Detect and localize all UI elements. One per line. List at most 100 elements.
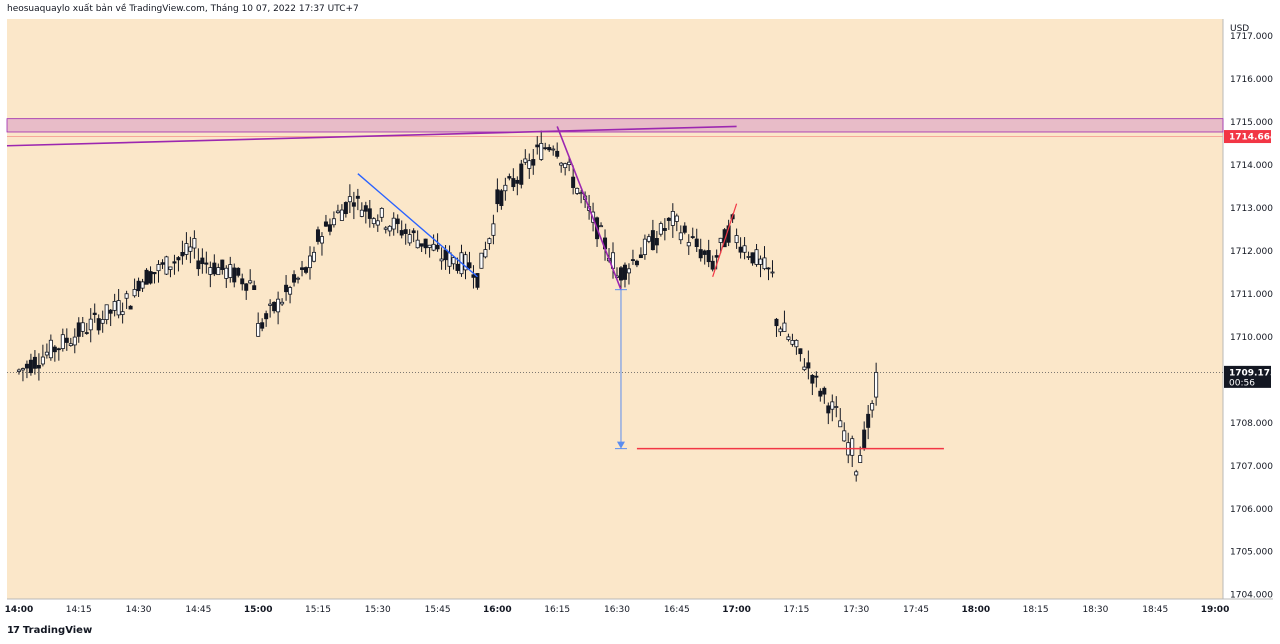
candle-body xyxy=(56,348,61,351)
candle xyxy=(555,142,560,159)
last-price-label: 1709.175 xyxy=(1229,368,1276,378)
candle-body xyxy=(296,277,301,280)
candle xyxy=(547,144,552,152)
candle xyxy=(192,230,197,259)
candle xyxy=(826,402,831,425)
candle-body xyxy=(120,311,125,315)
time-tick-label: 16:30 xyxy=(604,605,630,615)
candle xyxy=(742,237,747,260)
candle xyxy=(806,350,811,380)
candle-body xyxy=(870,403,875,411)
candle-body xyxy=(228,264,233,278)
candle xyxy=(774,317,779,337)
candle xyxy=(72,328,77,354)
candle xyxy=(168,266,173,278)
candle xyxy=(874,362,879,406)
candle-body xyxy=(686,242,691,247)
candle xyxy=(244,283,249,300)
candle-body xyxy=(862,429,867,449)
candle-body xyxy=(371,218,376,225)
candle xyxy=(551,145,556,156)
candle-body xyxy=(248,280,253,284)
candle-body xyxy=(646,236,651,242)
candle-body xyxy=(802,366,807,371)
candle-body xyxy=(363,205,368,212)
candle-body xyxy=(702,250,707,255)
candle-body xyxy=(678,232,683,241)
candle-body xyxy=(52,346,57,353)
candle xyxy=(232,263,237,288)
candle-body xyxy=(172,261,177,264)
candle-body xyxy=(491,223,496,236)
candle-body xyxy=(144,269,149,285)
candle-body xyxy=(84,332,89,334)
candle xyxy=(96,314,101,335)
candle-body xyxy=(826,405,831,414)
candle xyxy=(315,226,320,245)
candle xyxy=(694,228,699,252)
candle xyxy=(786,333,791,342)
candle xyxy=(200,248,205,274)
candle xyxy=(678,225,683,245)
candle xyxy=(483,241,488,259)
candle xyxy=(419,243,424,252)
candle-body xyxy=(439,258,444,262)
candle xyxy=(128,305,133,310)
candle-body xyxy=(212,262,217,275)
candle xyxy=(176,256,181,272)
candle-body xyxy=(124,293,129,299)
price-tick-label: 1706.000 xyxy=(1230,505,1273,515)
candle-body xyxy=(292,274,297,283)
candle xyxy=(172,254,177,275)
time-tick-group: 14:00 14:15 14:30 14:45 15:00 15:15 15:30 15:45… xyxy=(5,605,1230,615)
candle-body xyxy=(308,255,313,269)
candle-body xyxy=(559,162,564,166)
resistance-zone[interactable] xyxy=(6,118,1224,133)
candle-body xyxy=(331,218,336,226)
candle-body xyxy=(196,260,201,270)
candle xyxy=(335,204,340,214)
candle-body xyxy=(36,364,41,369)
candle xyxy=(770,260,775,278)
candle-body xyxy=(531,159,536,166)
candle xyxy=(208,261,213,288)
candle-body xyxy=(188,246,193,252)
candle xyxy=(539,130,544,161)
candle-body xyxy=(630,259,635,261)
candle-body xyxy=(794,339,799,348)
candle-body xyxy=(523,158,528,163)
candle-body xyxy=(754,249,759,265)
candle-body xyxy=(527,160,532,169)
candle-body xyxy=(810,374,815,384)
candle xyxy=(738,237,743,259)
candle-body xyxy=(638,254,643,259)
candle xyxy=(343,201,348,218)
candle xyxy=(240,273,245,291)
candle-body xyxy=(64,337,69,343)
candle xyxy=(646,233,651,244)
candle-body xyxy=(786,336,791,340)
candle-body xyxy=(268,303,273,306)
candle xyxy=(650,219,655,251)
candle xyxy=(818,388,823,402)
candle-body xyxy=(244,283,249,291)
candle xyxy=(571,165,576,195)
candle-body xyxy=(339,209,344,221)
candle-body xyxy=(44,351,49,356)
candle-body xyxy=(431,243,436,251)
candle-body xyxy=(543,147,548,150)
candle xyxy=(212,254,217,277)
candle xyxy=(383,226,388,234)
candle-body xyxy=(714,255,719,258)
candle-body xyxy=(654,238,659,246)
drawings-group[interactable] xyxy=(6,125,944,450)
candle-body xyxy=(547,147,552,151)
candle xyxy=(407,229,412,246)
candle-body xyxy=(347,196,352,203)
candle xyxy=(288,285,293,304)
candle-body xyxy=(483,249,488,258)
candle-body xyxy=(750,252,755,264)
tradingview-logo[interactable]: 17 TradingView xyxy=(7,625,92,636)
candle xyxy=(399,220,404,239)
